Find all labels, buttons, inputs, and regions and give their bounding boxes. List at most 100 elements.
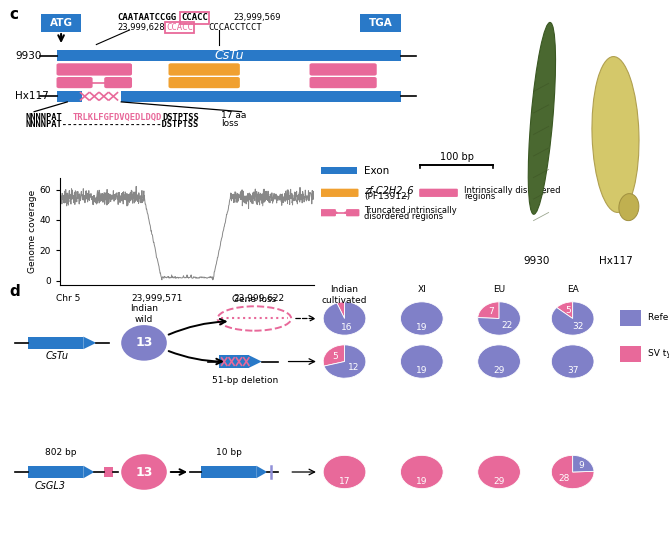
- Text: CsTu: CsTu: [214, 49, 244, 62]
- FancyBboxPatch shape: [321, 167, 357, 174]
- Text: EA: EA: [567, 286, 579, 294]
- Circle shape: [86, 81, 92, 84]
- Text: 9: 9: [578, 461, 583, 470]
- Text: NNNNPAT: NNNNPAT: [26, 113, 63, 122]
- PathPatch shape: [249, 355, 262, 368]
- FancyBboxPatch shape: [41, 14, 82, 32]
- FancyBboxPatch shape: [169, 77, 240, 88]
- FancyBboxPatch shape: [56, 77, 92, 88]
- Circle shape: [344, 211, 348, 214]
- Text: regions: regions: [464, 192, 495, 201]
- Text: Exon: Exon: [365, 166, 390, 175]
- Text: DSTPTSS: DSTPTSS: [163, 113, 199, 122]
- Text: EU: EU: [493, 286, 505, 294]
- Circle shape: [121, 454, 167, 490]
- Text: NNNNPAT-------------------DSTPTSS: NNNNPAT-------------------DSTPTSS: [26, 120, 199, 129]
- Text: CCACC: CCACC: [166, 23, 193, 32]
- Text: SV type: SV type: [648, 349, 669, 358]
- Text: CsGL3: CsGL3: [35, 480, 66, 491]
- Wedge shape: [478, 302, 520, 335]
- Ellipse shape: [619, 194, 639, 221]
- FancyBboxPatch shape: [621, 310, 641, 325]
- Text: 17: 17: [339, 477, 351, 486]
- PathPatch shape: [256, 466, 268, 478]
- Text: 802 bp: 802 bp: [45, 448, 77, 457]
- Text: d: d: [9, 284, 21, 299]
- Text: 28: 28: [559, 474, 570, 483]
- FancyBboxPatch shape: [310, 77, 377, 88]
- FancyBboxPatch shape: [346, 209, 359, 216]
- Wedge shape: [337, 302, 345, 318]
- Wedge shape: [557, 302, 573, 318]
- Text: loss: loss: [221, 119, 238, 128]
- PathPatch shape: [83, 466, 94, 478]
- Ellipse shape: [592, 56, 639, 213]
- FancyBboxPatch shape: [28, 466, 83, 478]
- Text: Indian
cultivated: Indian cultivated: [322, 286, 367, 305]
- FancyBboxPatch shape: [219, 355, 249, 368]
- FancyBboxPatch shape: [360, 14, 401, 32]
- Text: CsTu: CsTu: [46, 351, 69, 360]
- FancyBboxPatch shape: [28, 337, 83, 349]
- FancyBboxPatch shape: [169, 63, 240, 76]
- Text: TRLKLFGFDVQEDLDQD: TRLKLFGFDVQEDLDQD: [73, 113, 163, 122]
- Circle shape: [334, 211, 338, 214]
- Text: Indian
wild: Indian wild: [130, 305, 158, 324]
- Text: TGA: TGA: [369, 18, 392, 28]
- Text: Intrinsically disordered: Intrinsically disordered: [464, 186, 561, 195]
- Text: 51-bp deletion: 51-bp deletion: [212, 376, 278, 385]
- Text: XI: XI: [417, 286, 426, 294]
- Circle shape: [121, 325, 167, 360]
- Text: Truncated intrinsically: Truncated intrinsically: [365, 207, 457, 215]
- Text: 12: 12: [348, 363, 360, 372]
- Wedge shape: [551, 302, 594, 335]
- Wedge shape: [401, 302, 443, 335]
- Text: 32: 32: [572, 322, 583, 331]
- FancyBboxPatch shape: [121, 91, 401, 102]
- Text: Hx117: Hx117: [599, 256, 632, 266]
- Text: 19: 19: [416, 477, 427, 486]
- Text: CCACC: CCACC: [181, 13, 208, 23]
- Wedge shape: [401, 455, 443, 489]
- Text: Hx117: Hx117: [15, 91, 50, 101]
- Text: zf-C2H2_6: zf-C2H2_6: [365, 186, 414, 196]
- Text: CCCACCTCCT: CCCACCTCCT: [209, 23, 262, 32]
- Text: 29: 29: [493, 366, 505, 375]
- Wedge shape: [323, 345, 345, 366]
- FancyBboxPatch shape: [621, 346, 641, 362]
- Wedge shape: [478, 302, 499, 318]
- Wedge shape: [478, 345, 520, 378]
- FancyBboxPatch shape: [320, 189, 359, 197]
- Text: (PF13912): (PF13912): [365, 192, 411, 201]
- Text: 7: 7: [488, 307, 494, 316]
- Text: 23,999,569: 23,999,569: [233, 13, 281, 23]
- Text: CAATAATCCGG: CAATAATCCGG: [117, 13, 176, 23]
- Text: 22: 22: [502, 321, 512, 330]
- PathPatch shape: [83, 337, 96, 349]
- FancyBboxPatch shape: [104, 467, 112, 477]
- Wedge shape: [323, 302, 366, 335]
- Text: c: c: [9, 7, 18, 22]
- Wedge shape: [401, 345, 443, 378]
- FancyBboxPatch shape: [57, 91, 82, 102]
- FancyBboxPatch shape: [56, 63, 132, 76]
- Text: 37: 37: [567, 366, 579, 375]
- Text: 5: 5: [332, 351, 338, 360]
- Text: 19: 19: [416, 323, 427, 332]
- FancyBboxPatch shape: [104, 77, 132, 88]
- Text: Reference type: Reference type: [648, 313, 669, 322]
- Text: disordered regions: disordered regions: [365, 212, 444, 221]
- FancyBboxPatch shape: [201, 466, 256, 478]
- FancyBboxPatch shape: [320, 209, 336, 216]
- Wedge shape: [573, 455, 594, 472]
- Y-axis label: Genome coverage: Genome coverage: [28, 190, 37, 273]
- Text: 23,999,628: 23,999,628: [117, 23, 165, 32]
- Text: 9930: 9930: [524, 256, 550, 266]
- Ellipse shape: [529, 23, 555, 214]
- Wedge shape: [478, 455, 520, 489]
- FancyBboxPatch shape: [57, 50, 401, 61]
- Text: 13: 13: [135, 336, 153, 349]
- Wedge shape: [324, 345, 366, 378]
- Text: Gene loss: Gene loss: [232, 295, 276, 305]
- Text: 5: 5: [565, 306, 571, 315]
